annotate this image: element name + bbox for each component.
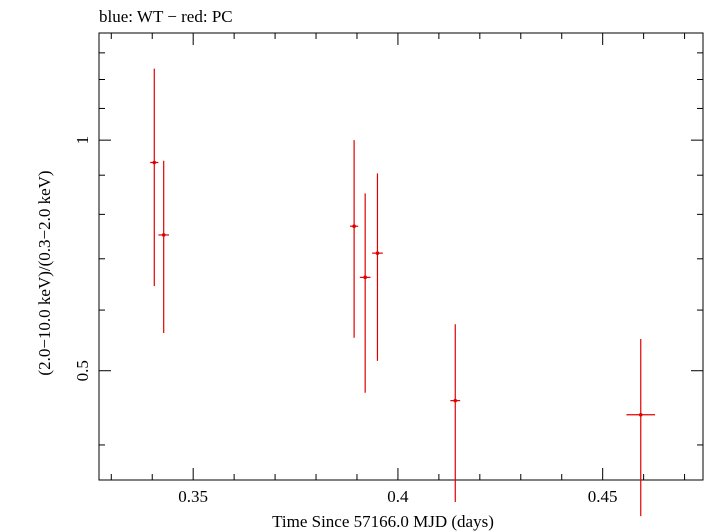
point-marker [161, 233, 166, 237]
plot-frame [98, 32, 704, 481]
chart-title: blue: WT − red: PC [99, 7, 233, 26]
data-points [150, 68, 656, 517]
point-marker [352, 224, 356, 229]
point-marker [638, 412, 643, 417]
data-point [372, 173, 383, 361]
data-point [450, 324, 461, 502]
axis-ticks [99, 33, 703, 480]
x-tick-label: 0.35 [178, 487, 208, 506]
x-tick-label: 0.4 [387, 487, 409, 506]
point-marker [375, 251, 380, 255]
data-point [158, 160, 170, 334]
data-point [150, 68, 159, 287]
data-point [350, 140, 359, 338]
data-point [359, 193, 371, 393]
point-marker [363, 275, 367, 280]
y-tick-label: 0.5 [73, 360, 92, 381]
data-point [626, 339, 656, 517]
x-tick-label: 0.45 [588, 487, 618, 506]
y-axis-label: (2.0−10.0 keV)/(0.3−2.0 keV) [35, 170, 54, 375]
point-marker [453, 398, 458, 403]
tick-labels: 0.35 0.4 0.45 0.5 1 [73, 136, 618, 506]
y-tick-label: 1 [73, 136, 92, 145]
point-marker [152, 160, 157, 165]
x-axis-label: Time Since 57166.0 MJD (days) [272, 512, 494, 531]
